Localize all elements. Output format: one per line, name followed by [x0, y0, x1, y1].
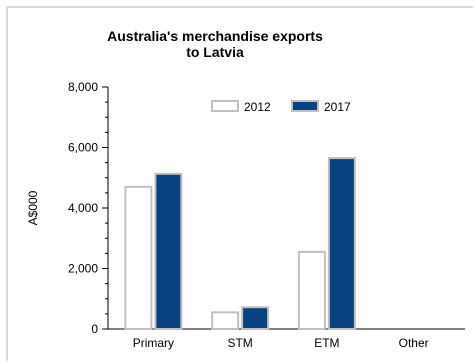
y-tick-label: 0: [91, 322, 98, 336]
bar-stm-2012: [211, 311, 240, 330]
legend-label-2012: 2012: [244, 100, 271, 114]
y-tick-label: 2,000: [68, 262, 98, 276]
bar-primary-2017: [154, 172, 183, 330]
chart-panel: [6, 6, 473, 361]
y-tick-label: 6,000: [68, 141, 98, 155]
y-tick-label: 8,000: [68, 80, 98, 94]
x-tick-label: ETM: [314, 336, 339, 350]
axes: 0 2,000 4,000 6,000 8,000 A$000 Primary STM ETM O…: [26, 80, 465, 350]
bars: [124, 157, 356, 331]
bar-etm-2017: [327, 157, 356, 330]
y-axis-label: A$000: [26, 190, 40, 225]
legend-label-2017: 2017: [324, 100, 351, 114]
x-tick-label: Primary: [133, 336, 174, 350]
bar-stm-2017: [241, 306, 270, 331]
legend-swatch-2017: [291, 100, 319, 112]
x-tick-label: STM: [227, 336, 252, 350]
chart-title: Australia's merchandise exports to Latvi…: [107, 28, 323, 60]
legend: 2012 2017: [211, 100, 351, 114]
y-tick-label: 4,000: [68, 201, 98, 215]
bar-primary-2012: [124, 185, 153, 330]
bar-etm-2012: [297, 250, 326, 330]
legend-swatch-2012: [211, 100, 239, 112]
x-tick-label: Other: [399, 336, 429, 350]
